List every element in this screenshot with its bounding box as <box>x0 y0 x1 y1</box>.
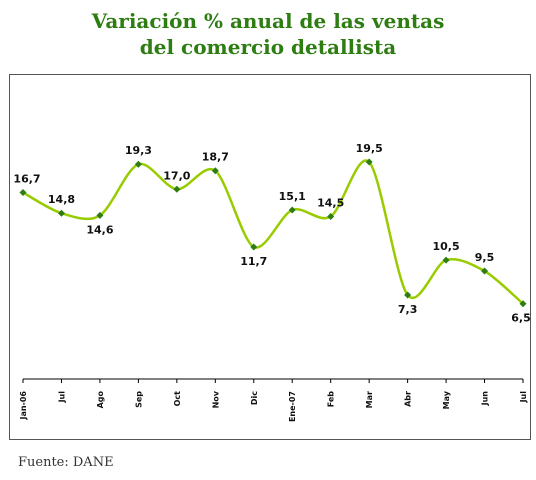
x-tick-label-4: Sep <box>134 391 143 408</box>
data-label-4: 19,3 <box>125 144 152 157</box>
data-point-1 <box>19 189 27 197</box>
chart-title-line2: del comercio detallista <box>139 35 397 59</box>
x-tick-label-12: May <box>442 390 451 409</box>
x-tick-label-5: Oct <box>173 391 182 407</box>
chart-title: Variación % anual de las ventas del come… <box>0 8 536 60</box>
data-point-11 <box>404 291 412 299</box>
data-label-6: 18,7 <box>202 151 229 164</box>
source-note: Fuente: DANE <box>18 455 114 470</box>
data-label-8: 15,1 <box>279 190 306 203</box>
data-label-14: 6,5 <box>511 312 531 325</box>
x-tick-label-7: Dic <box>250 391 259 405</box>
data-label-10: 19,5 <box>356 142 383 155</box>
x-tick-label-11: Abr <box>404 391 413 407</box>
data-point-4 <box>134 160 142 168</box>
data-label-5: 17,0 <box>163 169 190 182</box>
data-point-14 <box>519 300 527 308</box>
x-tick-label-9: Feb <box>327 391 336 408</box>
x-tick-label-6: Nov <box>211 390 220 408</box>
x-tick-label-1: Jan-06 <box>19 391 28 421</box>
data-point-10 <box>365 158 373 166</box>
x-tick-label-10: Mar <box>365 391 374 408</box>
data-point-5 <box>173 185 181 193</box>
data-label-2: 14,8 <box>48 193 75 206</box>
data-point-6 <box>211 167 219 175</box>
data-point-8 <box>288 206 296 214</box>
data-label-12: 10,5 <box>433 240 460 253</box>
x-tick-label-13: Jun <box>481 391 490 407</box>
data-point-3 <box>96 211 104 219</box>
data-point-2 <box>57 209 65 217</box>
data-label-13: 9,5 <box>475 251 495 264</box>
data-point-9 <box>327 213 335 221</box>
data-point-7 <box>250 243 258 251</box>
data-label-7: 11,7 <box>240 255 267 268</box>
data-label-1: 16,7 <box>13 173 40 186</box>
series-line <box>22 159 524 305</box>
data-label-3: 14,6 <box>86 223 113 236</box>
x-tick-label-14: Jul <box>519 391 528 404</box>
x-tick-label-8: Ene-07 <box>288 391 297 422</box>
data-point-12 <box>442 256 450 264</box>
data-point-13 <box>481 267 489 275</box>
data-label-9: 14,5 <box>317 197 344 210</box>
chart-title-line1: Variación % anual de las ventas <box>91 9 445 33</box>
x-tick-label-2: Jul <box>57 391 66 404</box>
data-label-11: 7,3 <box>398 303 418 316</box>
x-tick-label-3: Ago <box>96 391 105 409</box>
